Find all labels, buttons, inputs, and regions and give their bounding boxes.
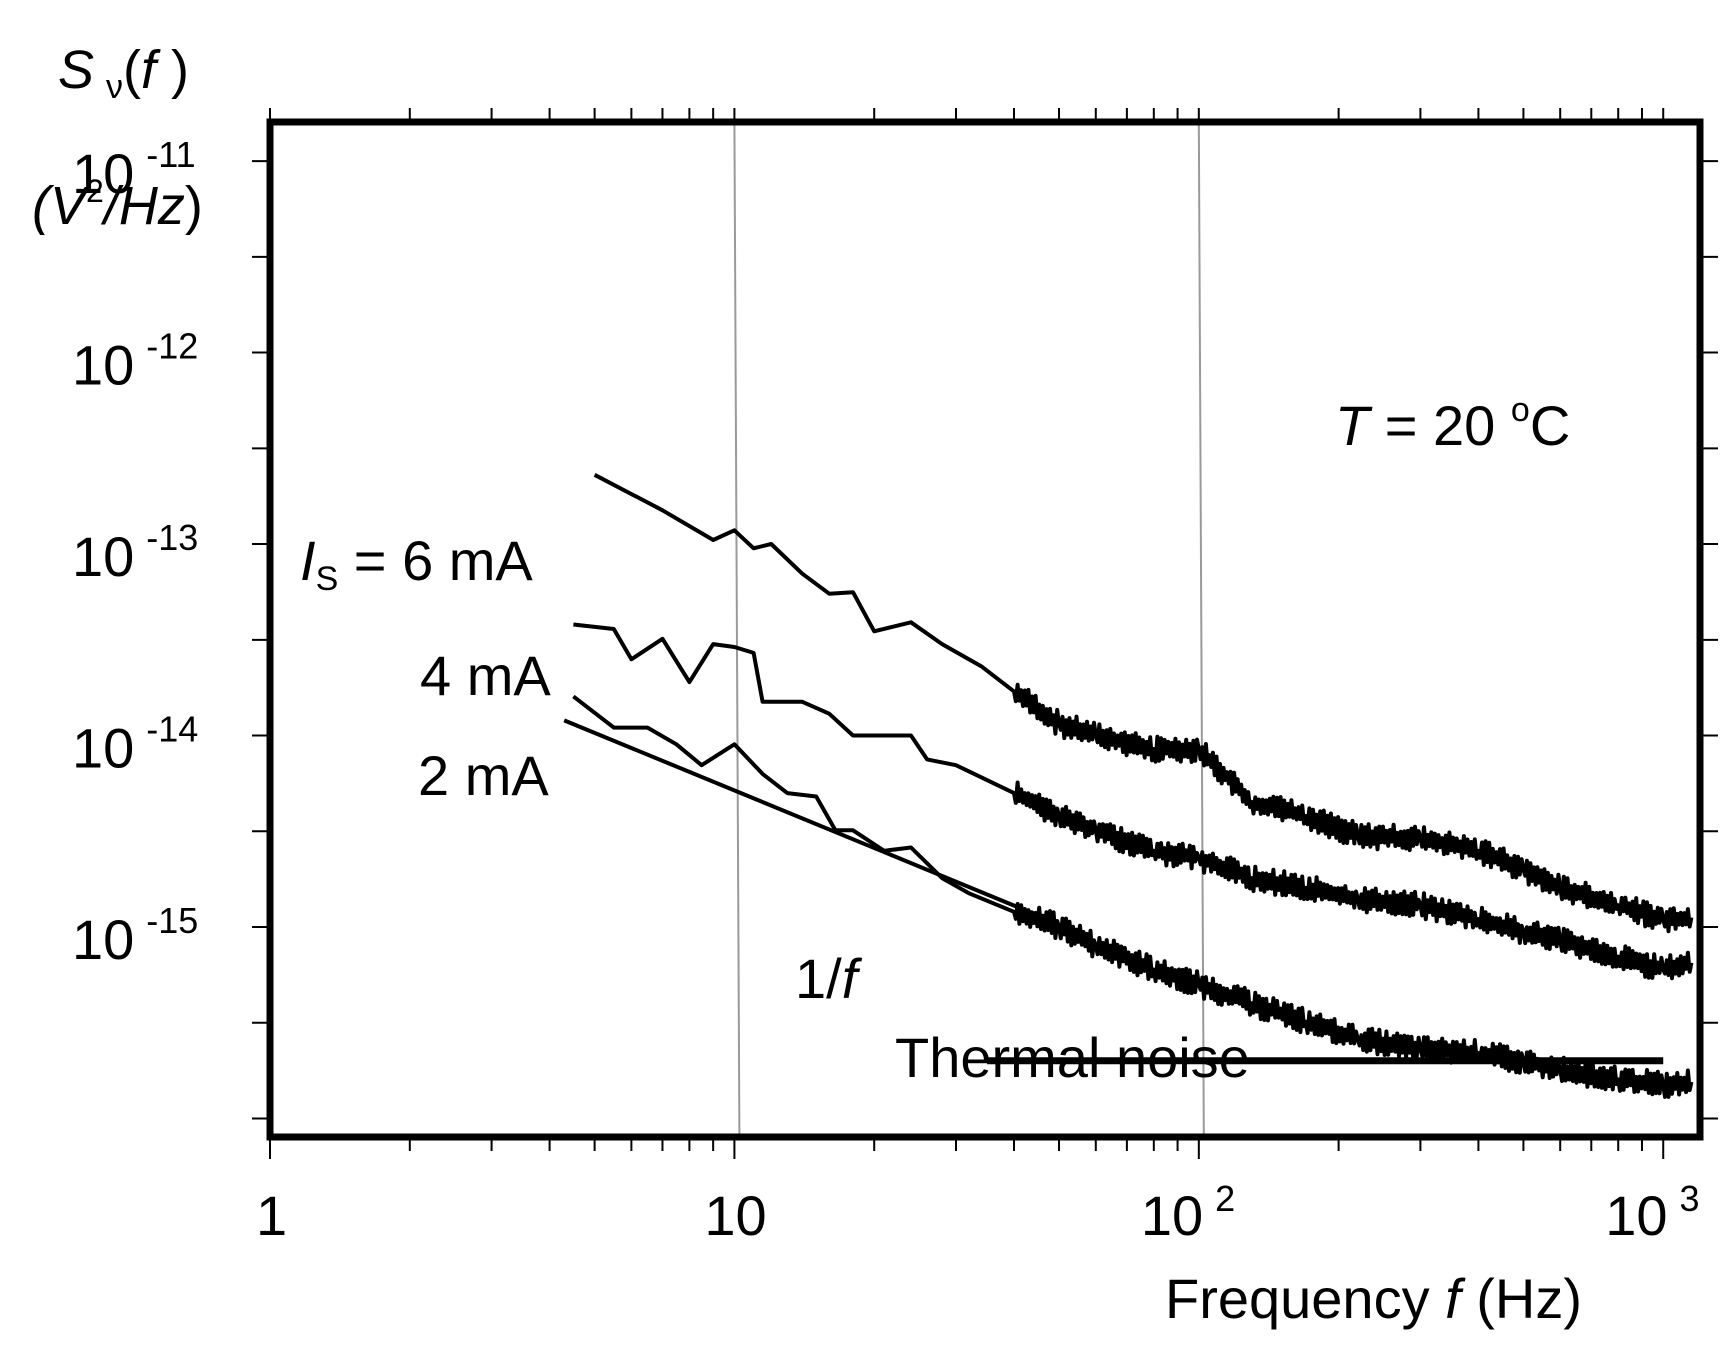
y-units-v: V	[50, 176, 91, 236]
y-axis-units: (V2/Hz)	[32, 173, 203, 236]
thermal-noise-label: Thermal noise	[895, 1026, 1250, 1089]
x-tick-label-0: 1	[256, 1184, 287, 1247]
y-tick-label-base: 10	[72, 908, 134, 971]
y-tick-label-exp: -15	[146, 900, 198, 941]
temperature-text: = 20	[1369, 394, 1511, 457]
x-tick-label-base: 10	[1605, 1184, 1667, 1247]
y-tick-label-exp: -13	[146, 517, 198, 558]
temperature-var: T	[1335, 394, 1373, 457]
temperature-annotation: T = 20 oC	[1335, 391, 1570, 457]
series-layer	[572, 473, 1694, 1099]
y-tick-label-base: 10	[72, 334, 134, 397]
y-tick-label-base: 10	[72, 525, 134, 588]
y-tick-label-exp: -11	[146, 134, 195, 175]
series-label-6ma-var: I	[300, 529, 316, 592]
y-tick-label-base: 10	[72, 142, 134, 205]
one-over-f-line	[563, 718, 1039, 918]
x-tick-label-base: 1	[256, 1184, 287, 1247]
y-tick-label-3: 10 -14	[72, 709, 198, 780]
x-tick-label-3: 10 3	[1605, 1178, 1699, 1247]
y-tick-label-base: 10	[72, 717, 134, 780]
axis-ticks	[252, 108, 1718, 1159]
series-line-2ma	[572, 694, 1694, 1099]
y-tick-label-0: 10 -11	[72, 134, 196, 205]
x-tick-label-base: 10	[704, 1184, 766, 1247]
y-label-arg: f	[141, 40, 161, 100]
y-label-subscript: ν	[106, 68, 123, 106]
one-over-f-label: 1/f	[795, 947, 863, 1010]
x-axis-label: Frequency f (Hz)	[1165, 1267, 1582, 1330]
y-label-symbol: S	[58, 40, 94, 100]
one-over-f-prefix: 1/	[795, 947, 842, 1010]
y-label-paren-close: )	[156, 40, 189, 100]
x-label-prefix: Frequency	[1165, 1267, 1445, 1330]
x-tick-label-exp: 3	[1680, 1178, 1700, 1219]
y-tick-label-4: 10 -15	[72, 900, 198, 971]
series-label-6ma: IS = 6 mA	[300, 529, 533, 598]
series-label-6ma-sub: S	[316, 560, 339, 598]
y-units-open: (	[32, 176, 55, 236]
series-label-6ma-text: = 6 mA	[338, 529, 533, 592]
x-tick-label-2: 10 2	[1141, 1178, 1235, 1247]
y-tick-label-exp: -14	[146, 709, 198, 750]
y-tick-label-exp: -12	[146, 326, 198, 367]
y-tick-label-2: 10 -13	[72, 517, 198, 588]
y-label-paren-open: (	[123, 40, 141, 100]
x-tick-label-1: 10	[704, 1184, 766, 1247]
y-units-rest: /Hz	[100, 176, 185, 236]
series-label-2ma: 2 mA	[418, 744, 549, 807]
one-over-f-var: f	[842, 947, 863, 1010]
temperature-unit: C	[1530, 394, 1570, 457]
gridline-x-10	[733, 121, 741, 1138]
series-label-4ma: 4 mA	[420, 644, 551, 707]
plot-frame	[266, 118, 1704, 1141]
y-tick-label-1: 10 -12	[72, 326, 198, 397]
y-units-exp: 2	[86, 173, 104, 209]
x-label-suffix: (Hz)	[1461, 1267, 1582, 1330]
reference-lines	[563, 718, 1664, 1065]
series-line-4ma	[573, 622, 1694, 981]
gridline-x-100	[1197, 121, 1205, 1138]
series-line-6ma	[593, 473, 1694, 934]
y-units-close: )	[185, 176, 203, 236]
x-tick-label-base: 10	[1141, 1184, 1203, 1247]
x-tick-label-exp: 2	[1215, 1178, 1235, 1219]
temperature-degree: o	[1511, 391, 1530, 429]
gridlines	[733, 121, 1205, 1138]
